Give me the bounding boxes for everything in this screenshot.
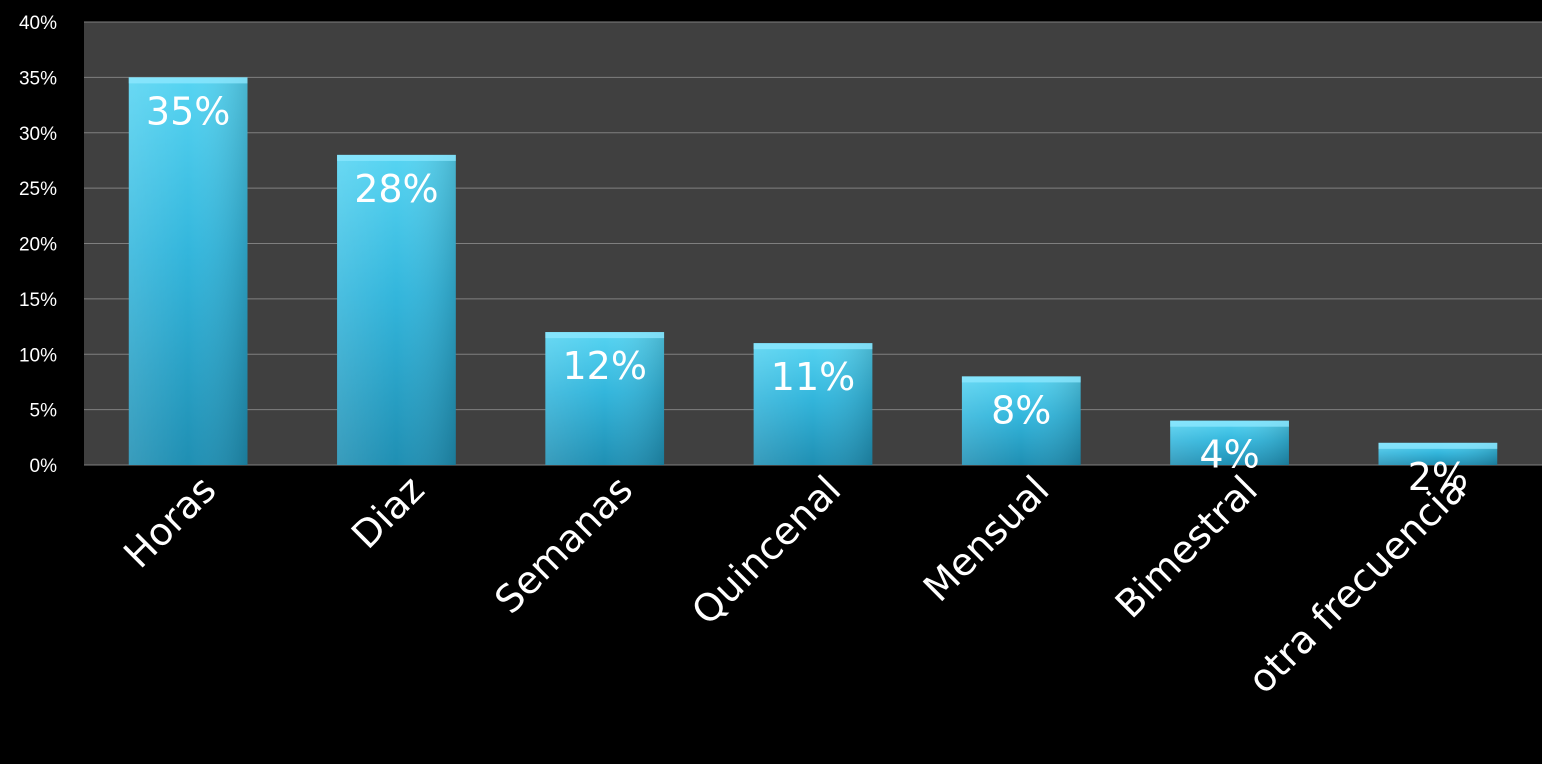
y-tick-label: 35% (19, 68, 57, 89)
category-label: Horas (115, 467, 224, 576)
bar-top-highlight (337, 155, 456, 161)
y-tick-label: 30% (19, 124, 57, 145)
y-tick-label: 20% (19, 235, 57, 256)
category-label: Bimestral (1107, 467, 1266, 626)
bar-top-highlight (962, 376, 1081, 382)
bar-top-highlight (1170, 421, 1289, 427)
category-label: otra frecuencia (1240, 467, 1475, 702)
bar-top-highlight (545, 332, 664, 338)
y-tick-label: 15% (19, 290, 57, 311)
y-tick-label: 40% (19, 13, 57, 34)
bar-top-highlight (1378, 443, 1497, 449)
y-tick-label: 25% (19, 179, 57, 200)
category-label: Mensual (915, 467, 1058, 610)
bar-group: 12% (545, 332, 664, 465)
y-axis-ticks: 0% 5% 10% 15% 20% 25% 30% 35% 40% (19, 13, 57, 477)
y-tick-label: 5% (30, 401, 58, 422)
category-label: Diaz (343, 467, 433, 557)
data-label: 11% (771, 355, 855, 399)
bar-top-highlight (754, 343, 873, 349)
data-label: 8% (991, 388, 1051, 432)
category-label: Quincenal (683, 467, 849, 633)
data-label: 35% (146, 89, 230, 133)
x-axis-categories: Horas Diaz Semanas Quincenal Mensual Bimestra… (115, 467, 1474, 702)
bar-group: 8% (962, 376, 1081, 465)
bar-group: 11% (754, 343, 873, 465)
bar-group: 35% (129, 77, 248, 465)
bar-group: 4% (1170, 421, 1289, 477)
data-label: 28% (354, 167, 438, 211)
bar-shade (129, 77, 248, 465)
data-label: 4% (1199, 433, 1259, 477)
bar-top-highlight (129, 77, 248, 83)
data-label: 12% (562, 344, 646, 388)
y-tick-label: 0% (30, 456, 58, 477)
y-tick-label: 10% (19, 345, 57, 366)
category-label: Semanas (486, 467, 641, 622)
bar-group: 28% (337, 155, 456, 465)
